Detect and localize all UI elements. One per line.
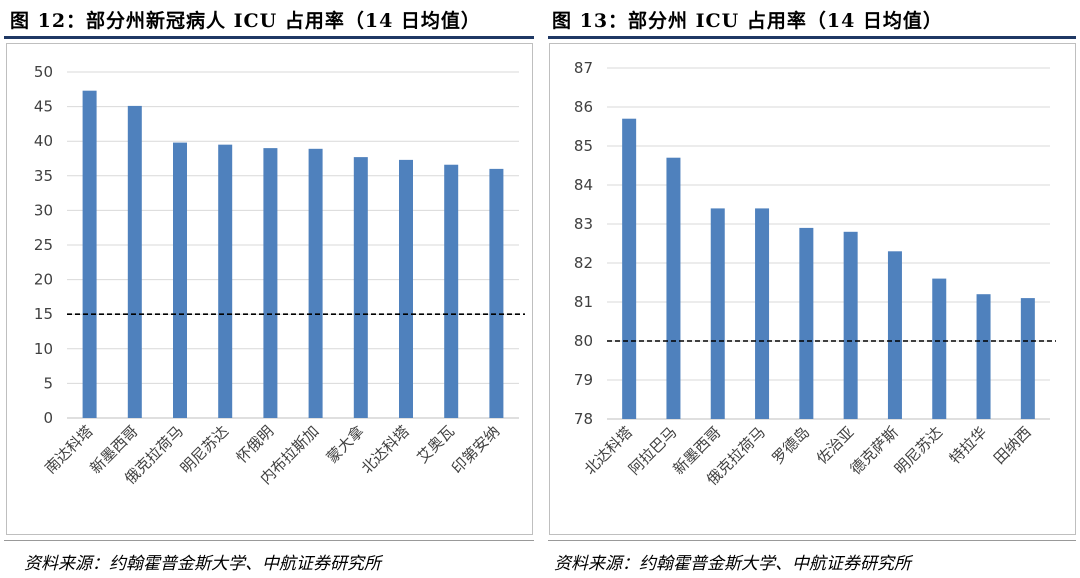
bar — [755, 208, 770, 419]
bar — [843, 231, 858, 419]
bar — [218, 144, 233, 418]
bar — [1020, 298, 1035, 419]
x-tick-label: 田纳西 — [990, 423, 1035, 468]
y-tick-label: 85 — [574, 137, 593, 155]
figure-13-source-rule — [548, 540, 1076, 541]
figure-13-panel: 78 79 80 81 82 83 84 85 86 87 北达科塔 阿拉巴马 新墨西哥 俄克拉荷马 罗德岛… — [549, 43, 1076, 535]
y-tick-label: 10 — [34, 340, 53, 358]
bar — [799, 227, 814, 419]
y-tick-label: 5 — [43, 374, 53, 392]
bar — [399, 159, 413, 418]
y-tick-label: 83 — [574, 215, 593, 233]
bar — [710, 208, 725, 419]
figure-12-title-rule — [4, 36, 534, 39]
bar — [932, 278, 947, 419]
y-tick-label: 30 — [34, 201, 53, 219]
x-tick-label: 北达科塔 — [358, 422, 413, 477]
y-tick-label: 40 — [34, 132, 53, 150]
x-tick-label: 特拉华 — [946, 423, 991, 468]
figure-12-source-rule — [4, 540, 534, 541]
bar — [127, 105, 142, 418]
x-tick-label: 阿拉巴马 — [625, 423, 680, 478]
x-tick-label: 北达科塔 — [581, 423, 636, 478]
x-tick-label: 明尼苏达 — [177, 422, 232, 477]
bar — [82, 90, 97, 419]
bar — [887, 251, 902, 419]
figure-12-source: 资料来源：约翰霍普金斯大学、中航证券研究所 — [24, 554, 381, 574]
bar — [622, 118, 637, 419]
figure-13-title-rule — [548, 36, 1076, 39]
y-tick-label: 45 — [34, 98, 53, 116]
y-tick-label: 20 — [34, 271, 53, 289]
y-tick-label: 80 — [574, 332, 593, 350]
y-tick-label: 35 — [34, 167, 53, 185]
y-tick-label: 15 — [34, 305, 53, 323]
y-tick-label: 84 — [574, 176, 593, 194]
y-tick-label: 0 — [43, 409, 53, 427]
bar — [489, 168, 504, 418]
y-tick-label: 78 — [574, 410, 593, 428]
y-tick-label: 82 — [574, 254, 593, 272]
bar — [308, 148, 323, 418]
y-tick-label: 79 — [574, 371, 593, 389]
bar — [173, 142, 187, 419]
bar — [444, 164, 459, 418]
y-tick-label: 50 — [34, 63, 53, 81]
x-tick-label: 印第安纳 — [448, 422, 503, 477]
y-tick-label: 81 — [574, 293, 593, 311]
y-tick-label: 25 — [34, 236, 53, 254]
x-tick-label: 明尼苏达 — [891, 423, 946, 478]
figure-13-title: 图 13：部分州 ICU 占用率（14 日均值） — [552, 10, 943, 32]
bar — [976, 294, 991, 419]
x-tick-label: 罗德岛 — [769, 423, 814, 468]
figure-13-source: 资料来源：约翰霍普金斯大学、中航证券研究所 — [554, 554, 911, 574]
bar — [353, 157, 368, 418]
x-tick-label: 德克萨斯 — [847, 423, 902, 478]
bar — [666, 157, 681, 419]
figure-12-panel: 0 5 10 15 20 25 30 35 40 45 50 南达科塔 新墨西哥 俄克拉荷马 明尼苏达 怀俄明… — [6, 43, 533, 535]
y-tick-label: 86 — [574, 98, 593, 116]
y-tick-label: 87 — [574, 59, 593, 77]
bar — [263, 148, 278, 418]
x-tick-label: 南达科塔 — [41, 422, 96, 477]
figure-12-title: 图 12：部分州新冠病人 ICU 占用率（14 日均值） — [10, 10, 481, 32]
